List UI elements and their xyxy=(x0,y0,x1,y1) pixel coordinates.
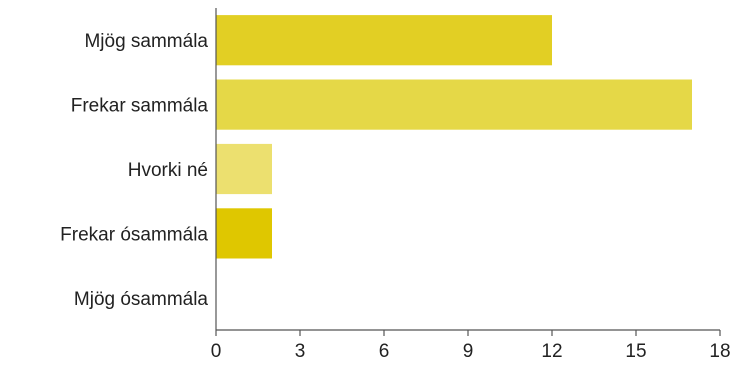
x-tick-label: 18 xyxy=(709,341,730,362)
bar-3 xyxy=(216,208,272,259)
category-label: Frekar ósammála xyxy=(60,224,208,245)
category-label: Mjög sammála xyxy=(84,31,208,52)
category-labels: Mjög sammála Frekar sammála Hvorki né Freka… xyxy=(60,31,208,310)
x-tick-label: 0 xyxy=(211,341,222,362)
x-tick-label: 15 xyxy=(625,341,646,362)
category-label: Frekar sammála xyxy=(71,96,209,117)
bar-1 xyxy=(216,79,692,130)
x-axis-ticks: 0 3 6 9 12 15 18 xyxy=(211,330,731,362)
x-tick-label: 9 xyxy=(463,341,474,362)
bars-group xyxy=(216,15,692,259)
category-label: Hvorki né xyxy=(128,160,208,181)
x-tick-label: 12 xyxy=(541,341,562,362)
category-label: Mjög ósammála xyxy=(74,289,209,310)
x-tick-label: 6 xyxy=(379,341,390,362)
bar-2 xyxy=(216,143,272,195)
x-tick-label: 3 xyxy=(295,341,306,362)
bar-0 xyxy=(216,15,552,66)
